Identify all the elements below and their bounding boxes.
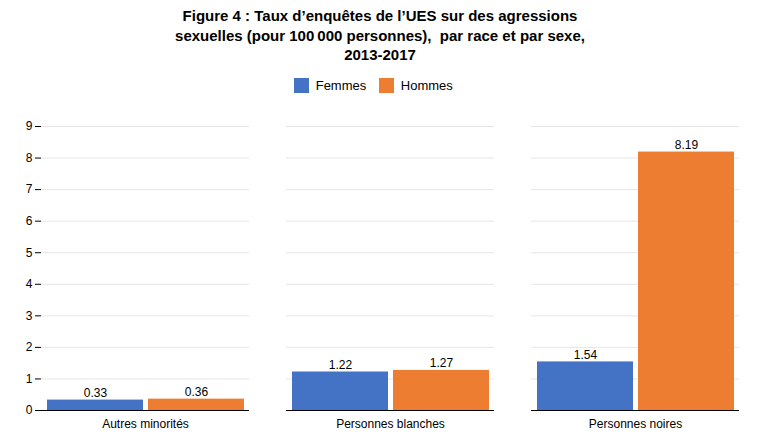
html-text:Figure 4 : Taux d’enquêtes de: Figure 4 : Taux d’enquêtes de l’UES sur … bbox=[175, 7, 585, 63]
svg-text:1.27: 1.27 bbox=[430, 356, 454, 370]
svg-text:1.54: 1.54 bbox=[574, 348, 598, 362]
svg-text:5: 5 bbox=[26, 246, 33, 260]
svg-text:Personnes noires: Personnes noires bbox=[589, 417, 682, 431]
svg-text:4: 4 bbox=[26, 277, 33, 291]
svg-text:3: 3 bbox=[26, 309, 33, 323]
html-text:Femmes: Femmes bbox=[315, 77, 367, 93]
svg-text:0: 0 bbox=[26, 403, 33, 417]
svg-text:1: 1 bbox=[26, 372, 33, 386]
svg-text:1.22: 1.22 bbox=[329, 358, 353, 372]
svg-text:9: 9 bbox=[26, 119, 33, 133]
svg-text:8: 8 bbox=[26, 151, 33, 165]
svg-text:0.33: 0.33 bbox=[84, 386, 108, 400]
svg-text:2: 2 bbox=[26, 340, 33, 354]
svg-text:7: 7 bbox=[26, 182, 33, 196]
html-text:Hommes: Hommes bbox=[400, 77, 453, 93]
svg-text:Personnes blanches: Personnes blanches bbox=[336, 417, 445, 431]
svg-text:6: 6 bbox=[26, 214, 33, 228]
svg-text:Autres minorités: Autres minorités bbox=[102, 417, 189, 431]
svg-text:8.19: 8.19 bbox=[675, 138, 699, 152]
svg-text:0.36: 0.36 bbox=[185, 385, 209, 399]
